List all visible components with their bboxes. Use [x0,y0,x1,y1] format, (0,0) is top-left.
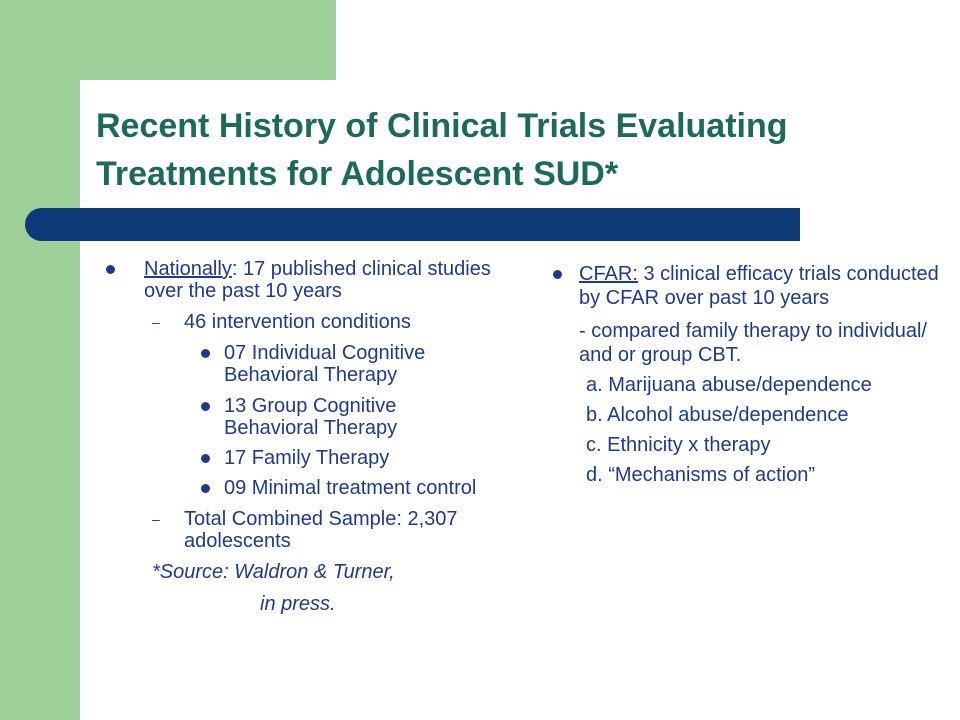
condition-item: 17 Family Therapy [104,447,494,469]
slide-title: Recent History of Clinical Trials Evalua… [96,107,788,193]
bullet-cfar: CFAR: 3 clinical efficacy trials conduct… [553,262,953,310]
condition-text: 17 Family Therapy [224,447,390,469]
trial-item: b. Alcohol abuse/dependence [586,404,849,426]
conditions-text: 46 intervention conditions [184,311,411,333]
cfar-label: CFAR: [579,263,638,285]
cfar-text: 3 clinical efficacy trials conducted by … [579,263,939,309]
left-accent-bar [0,0,80,720]
source-line-1: *Source: Waldron & Turner, [152,561,395,583]
compare-text: - compared family therapy to individual/… [579,320,927,366]
dash-icon: – [152,314,160,330]
sample-text: Total Combined Sample: 2,307 adolescents [184,508,458,552]
title-divider-bar [25,208,800,241]
bullet-nationally: Nationally: 17 published clinical studie… [104,258,494,302]
trial-item: d. “Mechanisms of action” [586,464,815,486]
top-accent-block [80,0,336,80]
sub-item-sample: – Total Combined Sample: 2,307 adolescen… [104,508,494,552]
condition-item: 09 Minimal treatment control [104,477,494,499]
sub-item-conditions: – 46 intervention conditions [104,311,494,333]
bullet-dot-icon [553,270,562,279]
nationally-label: Nationally [144,258,232,280]
left-column: Nationally: 17 published clinical studie… [104,258,494,615]
condition-item: 13 Group Cognitive Behavioral Therapy [104,395,494,439]
bullet-dot-icon [106,265,115,274]
bullet-dot-icon [201,454,210,463]
condition-text: 09 Minimal treatment control [224,477,477,499]
bullet-dot-icon [201,484,210,493]
bullet-dot-icon [201,402,210,411]
condition-item: 07 Individual Cognitive Behavioral Thera… [104,342,494,386]
dash-icon: – [152,511,160,527]
trial-item: a. Marijuana abuse/dependence [586,374,872,396]
condition-text: 07 Individual Cognitive Behavioral Thera… [224,342,426,386]
trial-item: c. Ethnicity x therapy [586,434,771,456]
condition-text: 13 Group Cognitive Behavioral Therapy [224,395,398,439]
right-column: CFAR: 3 clinical efficacy trials conduct… [553,262,953,487]
nationally-text: : 17 published clinical studies over the… [144,258,491,302]
source-line-2: in press. [260,593,336,615]
bullet-dot-icon [201,349,210,358]
